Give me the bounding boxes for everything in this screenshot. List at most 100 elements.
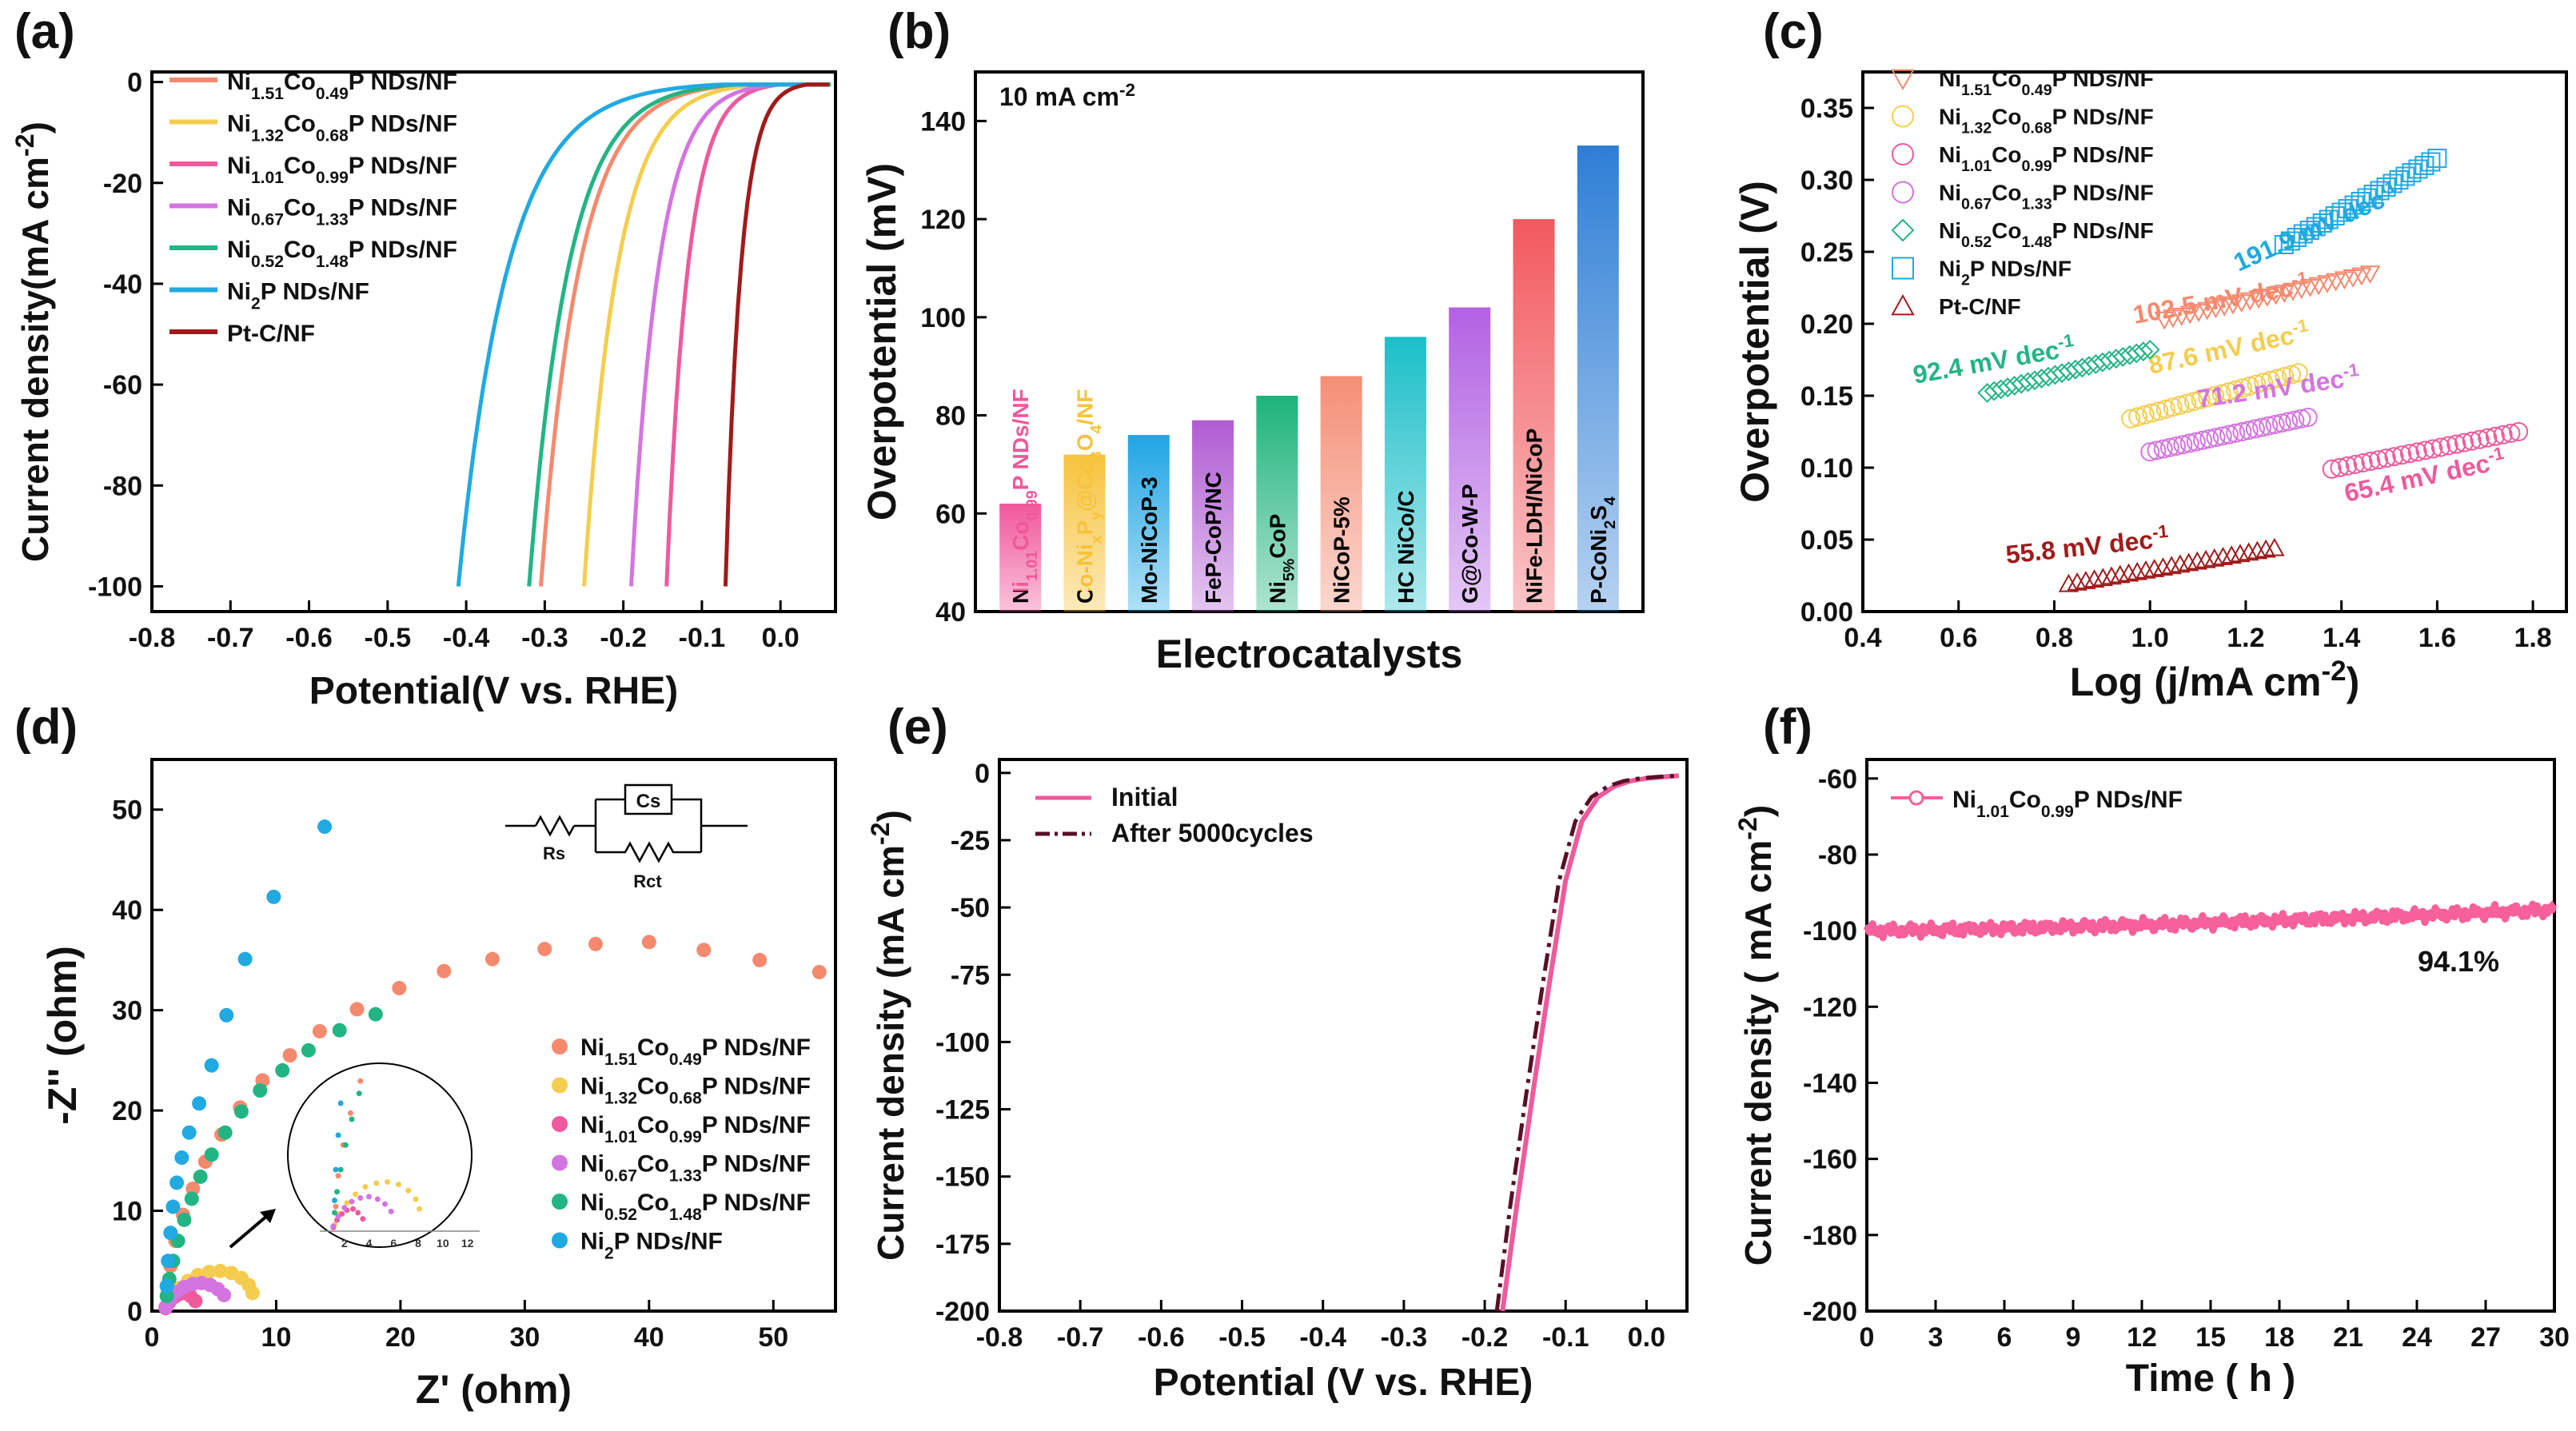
plot-frame [150,758,837,1313]
c-point [2427,149,2447,168]
c-point [2149,401,2169,421]
f-y-tick-label: -100 [1803,916,1857,947]
d-inset-point [355,1210,361,1216]
c-point [2470,429,2490,449]
d-point [275,1062,290,1078]
b-bar-4 [1256,396,1298,612]
a-x-tick-label: -0.6 [285,623,333,653]
c-point [2230,544,2251,563]
c-point [2076,570,2096,589]
f-ylabel: Current density ( mA cm-2) [1733,805,1779,1266]
d-point [253,1083,268,1098]
b-category-label: Mo-NiCoP-3 [1137,476,1162,604]
d-x-tick-label: 40 [634,1322,664,1353]
c-point [2219,382,2239,402]
d-y-tick-label: 10 [112,1197,142,1227]
c-point [2264,537,2285,556]
c-point [2170,396,2190,415]
a-x-tick-label: -0.1 [679,623,726,653]
d-point [165,1199,181,1214]
a-panel-label: (a) [14,4,75,59]
c-point [2279,412,2299,432]
c-point [2501,423,2521,443]
f-legend-marker [1908,790,1924,806]
d-inset-point [331,1210,337,1216]
d-inset-point [337,1166,344,1173]
f-y-tick-label: -180 [1803,1221,1857,1251]
a-legend-label: Ni1.32Co0.68P NDs/NF [227,111,457,145]
c-point [2359,265,2381,285]
c-slope-label: 87.6 mV dec-1 [2145,315,2312,380]
d-point [174,1150,189,1166]
d-legend-label: Ni0.52Co1.48P NDs/NF [580,1190,811,1224]
c-y-tick-label: 0.25 [1800,237,1853,268]
e-x-tick-label: -0.8 [976,1322,1023,1353]
a-legend-label: Ni0.67Co1.33P NDs/NF [227,195,457,229]
d-point [484,951,500,967]
d-point [282,1048,297,1063]
a-legend-label: Ni0.52Co1.48P NDs/NF [227,237,457,271]
c-point [2407,442,2427,462]
a-legend-label: Pt-C/NF [227,321,315,347]
b-y-tick-label: 120 [920,205,966,235]
d-inset-point [417,1206,423,1212]
c-legend-label: Ni1.32Co0.68P NDs/NF [1939,105,2154,138]
b-y-tick-label: 80 [935,401,966,432]
d-inset-point [357,1194,364,1201]
f-x-tick-label: 21 [2333,1322,2363,1353]
c-point [2254,373,2274,393]
c-point [2092,568,2114,587]
c-point [2271,413,2291,433]
c-x-tick-label: 1.4 [2323,623,2360,653]
c-point [2293,224,2313,244]
b-y-tick-label: 140 [920,106,966,137]
d-rs-label: Rs [543,843,565,863]
c-series-2 [2322,422,2529,479]
c-point [2376,177,2396,197]
d-point [696,943,712,958]
c-point [2170,554,2191,573]
d-inset-point [341,1205,348,1211]
c-point [2363,185,2383,204]
c-legend-marker [1892,257,1914,280]
c-ylabel: Overpotential (V) [1733,181,1777,503]
e-y-tick-label: -50 [951,893,990,923]
e-legend-label: Initial [1111,783,1178,811]
b-category-label: Ni5%CoP [1265,514,1298,604]
e-xlabel: Potential (V vs. RHE) [1154,1361,1533,1404]
c-point [2306,217,2326,237]
d-point [169,1175,185,1190]
c-legend-label: Ni2P NDs/NF [1939,257,2072,289]
d-point [163,1226,178,1241]
c-x-tick-label: 1.8 [2514,623,2551,653]
d-point [537,942,552,957]
d-inset-point [357,1078,364,1084]
c-point [2101,566,2122,585]
d-x-tick-label: 0 [145,1322,160,1353]
d-y-tick-label: 20 [112,1096,142,1126]
c-point [2361,452,2381,472]
c-point [2509,422,2529,441]
d-point [217,1287,232,1302]
a-x-tick-label: -0.7 [207,623,254,653]
d-point [177,1212,192,1227]
d-inset-point [360,1216,366,1222]
d-point [159,1278,174,1293]
d-point [217,1125,233,1140]
panel-e: -0.8 -0.7 -0.6 -0.5 -0.4 -0.3 -0.2 -0.1 0.0 0 -25 -… [866,758,1689,1404]
e-y-tick-label: -175 [935,1230,990,1260]
f-y-tick-label: -120 [1803,992,1857,1022]
d-legend-marker [552,1232,568,1249]
b-category-label: HC NiCo/C [1394,490,1418,604]
e-legend-label: After 5000cycles [1111,819,1314,847]
c-point [2408,159,2428,179]
b-category-label: P-CoNi2S4 [1586,496,1619,604]
d-point [233,1104,249,1119]
d-point [437,963,452,979]
d-arrow-line [229,1214,269,1249]
c-point [2322,459,2342,479]
c-point [2383,173,2403,193]
f-x-tick-label: 0 [1860,1322,1875,1353]
c-point [2186,432,2206,452]
